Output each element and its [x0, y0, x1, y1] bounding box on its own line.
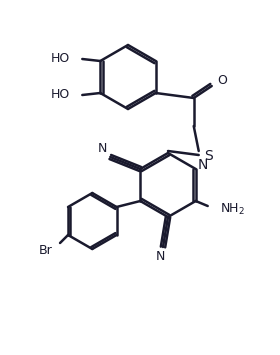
Text: N: N	[197, 158, 208, 172]
Text: N: N	[155, 251, 165, 263]
Text: NH$_2$: NH$_2$	[220, 201, 245, 217]
Text: N: N	[98, 142, 107, 155]
Text: HO: HO	[51, 53, 70, 66]
Text: S: S	[204, 149, 213, 163]
Text: Br: Br	[39, 244, 53, 257]
Text: O: O	[218, 75, 228, 87]
Text: HO: HO	[51, 88, 70, 102]
